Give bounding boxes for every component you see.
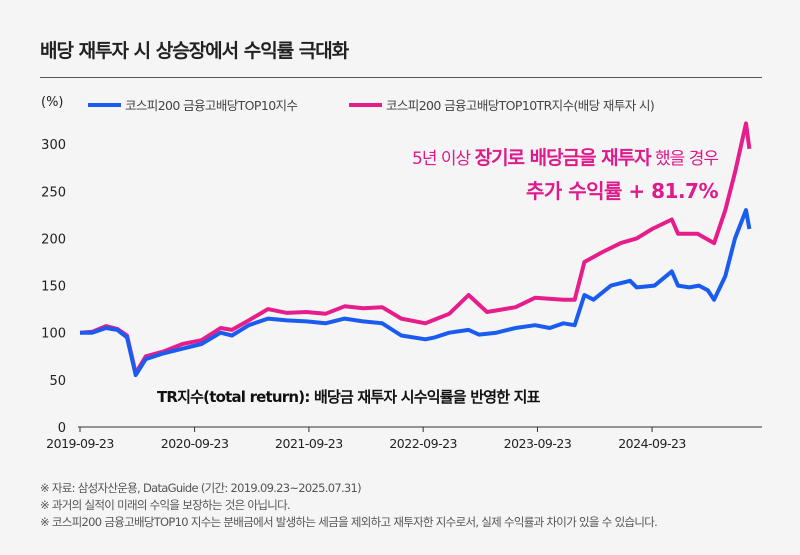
y-tick-label: 150 (41, 280, 66, 295)
legend-item-price: 코스피200 금융고배당TOP10지수 (88, 95, 298, 114)
legend-swatch-pink (349, 102, 382, 107)
y-unit-label: (%) (41, 95, 64, 110)
footnote: ※ 자료: 삼성자산운용, DataGuide (기간: 2019.09.23~… (40, 481, 362, 495)
footnotes: ※ 자료: 삼성자산운용, DataGuide (기간: 2019.09.23~… (40, 480, 658, 531)
annotation-line1: 5년 이상 장기로 배당금을 재투자 했을 경우 (412, 147, 719, 169)
tr-definition: TR지수(total return): 배당금 재투자 시수익률을 반영한 지표 (157, 388, 540, 406)
legend-swatch-blue (88, 102, 121, 107)
x-tick-label: 2020-09-23 (161, 436, 229, 451)
y-tick-label: 250 (41, 185, 66, 200)
y-tick-label: 300 (41, 138, 66, 153)
y-tick-label: 100 (41, 327, 66, 342)
y-tick-label: 50 (49, 374, 66, 389)
x-tick-label: 2023-09-23 (504, 436, 572, 451)
annotation-line2: 추가 수익률 + 81.7% (525, 179, 719, 203)
y-tick-label: 200 (41, 232, 66, 247)
x-tick-label: 2022-09-23 (389, 436, 457, 451)
price-index-line (80, 208, 752, 378)
footnote: ※ 과거의 실적이 미래의 수익을 보장하는 것은 아닙니다. (40, 498, 291, 512)
y-tick-label: 0 (58, 421, 66, 436)
legend-item-tr: 코스피200 금융고배당TOP10TR지수(배당 재투자 시) (349, 95, 655, 114)
title-divider (40, 77, 762, 78)
footnote: ※ 코스피200 금융고배당TOP10 지수는 분배금에서 발생하는 세금을 제… (40, 515, 658, 529)
legend-label: 코스피200 금융고배당TOP10지수 (125, 98, 298, 113)
x-tick-label: 2021-09-23 (275, 436, 343, 451)
legend-label: 코스피200 금융고배당TOP10TR지수(배당 재투자 시) (386, 98, 655, 113)
chart-title: 배당 재투자 시 상승장에서 수익률 극대화 (40, 40, 349, 62)
x-tick-label: 2024-09-23 (618, 436, 686, 451)
x-tick-label: 2019-09-23 (46, 436, 114, 451)
